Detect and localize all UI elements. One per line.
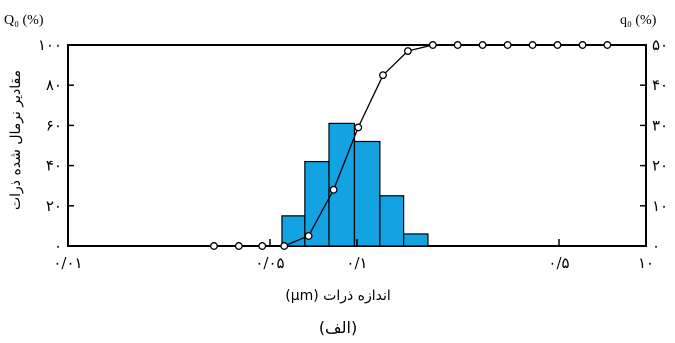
left-tick-label: ۲۰ <box>46 197 62 215</box>
x-tick-label: ۱۰ <box>638 254 654 272</box>
cumulative-point-11 <box>453 41 462 49</box>
x-axis-title: اندازه ذرات (μm) <box>285 288 391 304</box>
cumulative-point-13 <box>503 41 512 49</box>
right-tick-label: ۴۰ <box>652 76 668 94</box>
left-tick-label: ۰ <box>54 237 62 255</box>
left-tick-label: ۶۰ <box>46 116 62 134</box>
cumulative-point-6 <box>329 185 338 194</box>
x-tick-label: ۰/۰۱ <box>53 254 82 272</box>
right-tick-label: ۱۰ <box>652 197 668 215</box>
x-tick-label: ۰/۱ <box>346 254 367 272</box>
y-axis-title: مقادیر نرمال شده ذرات <box>8 70 24 210</box>
left-tick-label: ۱۰۰ <box>38 36 62 54</box>
histogram-bar-3 <box>328 122 356 247</box>
cumulative-point-7 <box>354 123 363 132</box>
right-axis-corner-label: q₀ (%) <box>620 13 657 28</box>
cumulative-point-14 <box>528 41 537 49</box>
cumulative-point-2 <box>234 242 243 250</box>
histogram-bar-1 <box>281 215 306 247</box>
cumulative-point-10 <box>428 41 437 49</box>
histogram-bar-6 <box>403 233 429 247</box>
histogram-bar-2 <box>304 160 330 247</box>
cumulative-point-5 <box>304 231 313 240</box>
cumulative-point-9 <box>403 47 412 55</box>
left-tick-label: ۴۰ <box>46 157 62 175</box>
right-tick-label: ۳۰ <box>652 116 668 134</box>
cumulative-point-16 <box>578 41 587 49</box>
x-tick-label: ۰/۰۵ <box>255 254 284 272</box>
cumulative-point-8 <box>379 71 387 80</box>
cumulative-point-3 <box>258 242 267 250</box>
right-tick-label: ۵۰ <box>652 36 668 54</box>
left-axis-corner-label: Q₀ (%) <box>4 13 44 28</box>
cumulative-curve <box>210 41 612 250</box>
figure-caption: (الف) <box>319 318 357 337</box>
cumulative-point-17 <box>603 41 612 49</box>
right-tick-label: ۲۰ <box>652 157 668 175</box>
x-tick-label: ۰/۵ <box>548 254 569 272</box>
histogram-bars <box>281 122 429 247</box>
right-tick-label: ۰ <box>652 237 660 255</box>
cumulative-point-4 <box>280 242 289 250</box>
histogram-bar-4 <box>353 140 381 247</box>
cumulative-point-15 <box>553 41 562 49</box>
cumulative-point-1 <box>210 242 218 250</box>
histogram-bar-5 <box>379 195 405 247</box>
cumulative-point-12 <box>478 41 487 49</box>
cumulative-line <box>214 44 608 247</box>
left-tick-label: ۸۰ <box>46 76 62 94</box>
